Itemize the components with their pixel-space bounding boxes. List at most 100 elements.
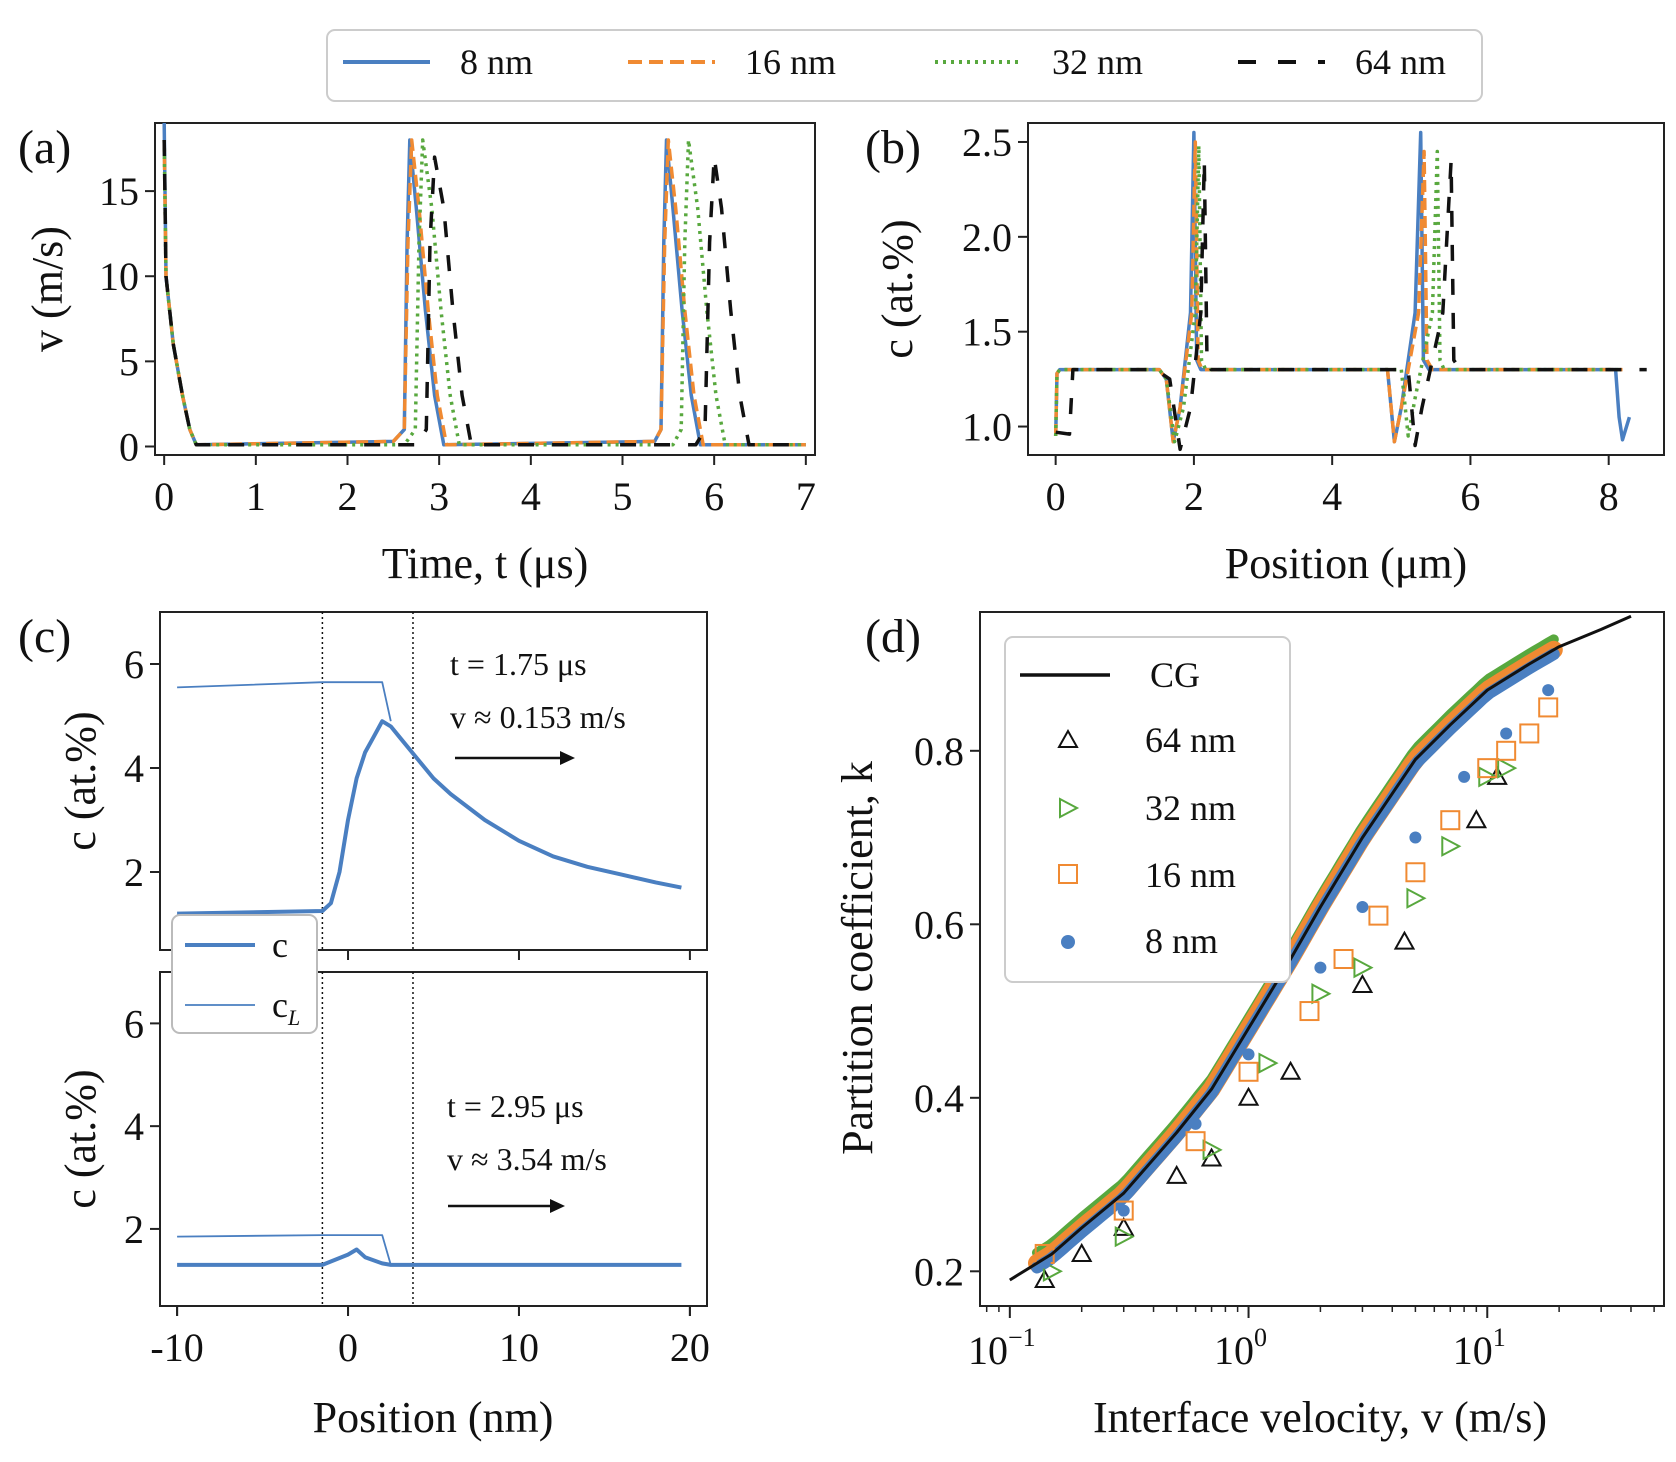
x-tick-label: 101 [1453,1323,1506,1373]
x-tick-label: 6 [1460,474,1480,519]
data-point-64nm [1351,973,1374,994]
panel-label-c: (c) [18,610,71,663]
y-tick-label: 0.8 [914,729,964,774]
panel-label-a: (a) [18,121,71,174]
data-point-64nm [1033,1268,1056,1288]
data-point-8nm [1409,831,1422,844]
data-point-32nm [1258,1052,1279,1074]
y-tick-label: 0.2 [914,1249,964,1294]
top-legend: 8 nm 16 nm 32 nm 64 nm [326,29,1483,102]
x-tick-label: 10 [499,1325,539,1370]
y-tick-label: 0.6 [914,902,964,947]
y-tick-label: 6 [124,642,144,687]
legend-marker-8nm [1061,935,1075,949]
data-point-16nm [1496,740,1517,761]
data-point-8nm [1242,1048,1255,1061]
data-cloud-8nm [1031,648,1560,1274]
legend-label-cL: cL [272,985,300,1030]
y-axis-label-b: c (at.%) [873,219,922,358]
data-point-8nm [1542,684,1555,697]
data-point-16nm [1519,723,1540,744]
y-tick-label: 1.5 [962,310,1012,355]
data-point-32nm [1311,983,1332,1005]
series-line-64nm [1055,159,1647,452]
annotation-time-bottom: t = 2.95 μs [447,1088,584,1124]
x-axis-label-b: Position (μm) [1225,539,1467,588]
legend-label-8nm: 8 nm [460,42,533,82]
series-line-64nm [162,139,806,447]
x-tick-label: 8 [1599,474,1619,519]
panel-b: 0 2 4 6 8 1.0 1.5 2.0 2.5 Position (μm) c (at.%) [873,120,1665,588]
arrowhead-bottom [550,1199,565,1213]
legend-marker-32nm [1059,797,1080,819]
data-point-64nm [1393,930,1416,950]
series-line-c [177,1247,682,1267]
x-tick-label: 10−1 [968,1323,1036,1373]
x-tick-label: 5 [613,474,633,519]
y-tick-label: 0.4 [914,1076,964,1121]
data-point-32nm [1042,1260,1063,1282]
y-axis-label-d: Partition coefficient, k [833,761,882,1155]
data-point-64nm [1465,809,1488,829]
y-tick-label: 5 [119,339,139,384]
annotation-velocity-bottom: v ≈ 3.54 m/s [447,1141,607,1177]
y-tick-label: 6 [124,1001,144,1046]
y-axis-label-c-bottom: c (at.%) [56,1069,105,1208]
data-point-32nm [1441,835,1462,857]
legend-label-64nm: 64 nm [1355,42,1446,82]
data-point-8nm [1458,770,1471,783]
data-point-16nm [1113,1200,1134,1221]
panel-label-d: (d) [865,610,921,663]
x-tick-label: 0 [154,474,174,519]
data-point-16nm [1368,905,1389,926]
data-point-16nm [1477,758,1498,779]
series-line-16nm [162,138,806,447]
data-point-16nm [1238,1061,1259,1082]
data-point-32nm [1353,957,1374,979]
data-point-32nm [1497,757,1518,779]
data-point-32nm [1406,887,1427,909]
data-point-8nm [1500,727,1513,740]
annotation-velocity-top: v ≈ 0.153 m/s [450,699,626,735]
x-tick-label: 4 [1322,474,1342,519]
x-tick-label: 2 [1184,474,1204,519]
data-point-64nm [1070,1242,1093,1262]
series-line-32nm [162,138,806,447]
x-axis-label-a: Time, t (μs) [382,539,589,588]
series-line-c_L [177,681,392,722]
y-tick-label: 15 [99,169,139,214]
x-tick-label: 0 [1046,474,1066,519]
annotation-time-top: t = 1.75 μs [450,646,587,682]
legend-marker-64nm [1057,728,1079,748]
panel-d: 0.2 0.4 0.6 0.8 10−1 100 101 Interface velocit… [833,611,1665,1442]
legend-label-8nm-d: 8 nm [1145,921,1218,961]
series-line-16nm [1053,140,1623,444]
x-tick-label: 2 [338,474,358,519]
legend-c-panel: c cL [171,914,318,1034]
x-tick-label: 3 [429,474,449,519]
y-tick-label: 10 [99,254,139,299]
legend-label-16nm: 16 nm [745,42,836,82]
y-axis-label-a: v (m/s) [23,226,72,352]
x-axis-label-d: Interface velocity, v (m/s) [1093,1393,1547,1442]
y-tick-label: 2.5 [962,120,1012,165]
x-tick-label: 1 [246,474,266,519]
y-tick-label: 2.0 [962,215,1012,260]
legend-label-64nm-d: 64 nm [1145,720,1236,760]
x-tick-label: 0 [338,1325,358,1370]
data-point-16nm [1405,862,1426,883]
x-tick-label: 100 [1214,1323,1267,1373]
series-line-c [177,719,682,916]
data-point-8nm [1189,1117,1202,1130]
data-point-64nm [1279,1060,1302,1080]
x-tick-label: 4 [521,474,541,519]
data-point-64nm [1113,1216,1135,1236]
y-tick-label: 1.0 [962,405,1012,450]
legend-label-32nm-d: 32 nm [1145,788,1236,828]
data-point-16nm [1185,1131,1206,1152]
x-tick-label: -10 [150,1325,203,1370]
x-axis-label-c: Position (nm) [313,1393,554,1442]
data-point-32nm [1114,1225,1135,1248]
data-point-64nm [1237,1086,1260,1106]
